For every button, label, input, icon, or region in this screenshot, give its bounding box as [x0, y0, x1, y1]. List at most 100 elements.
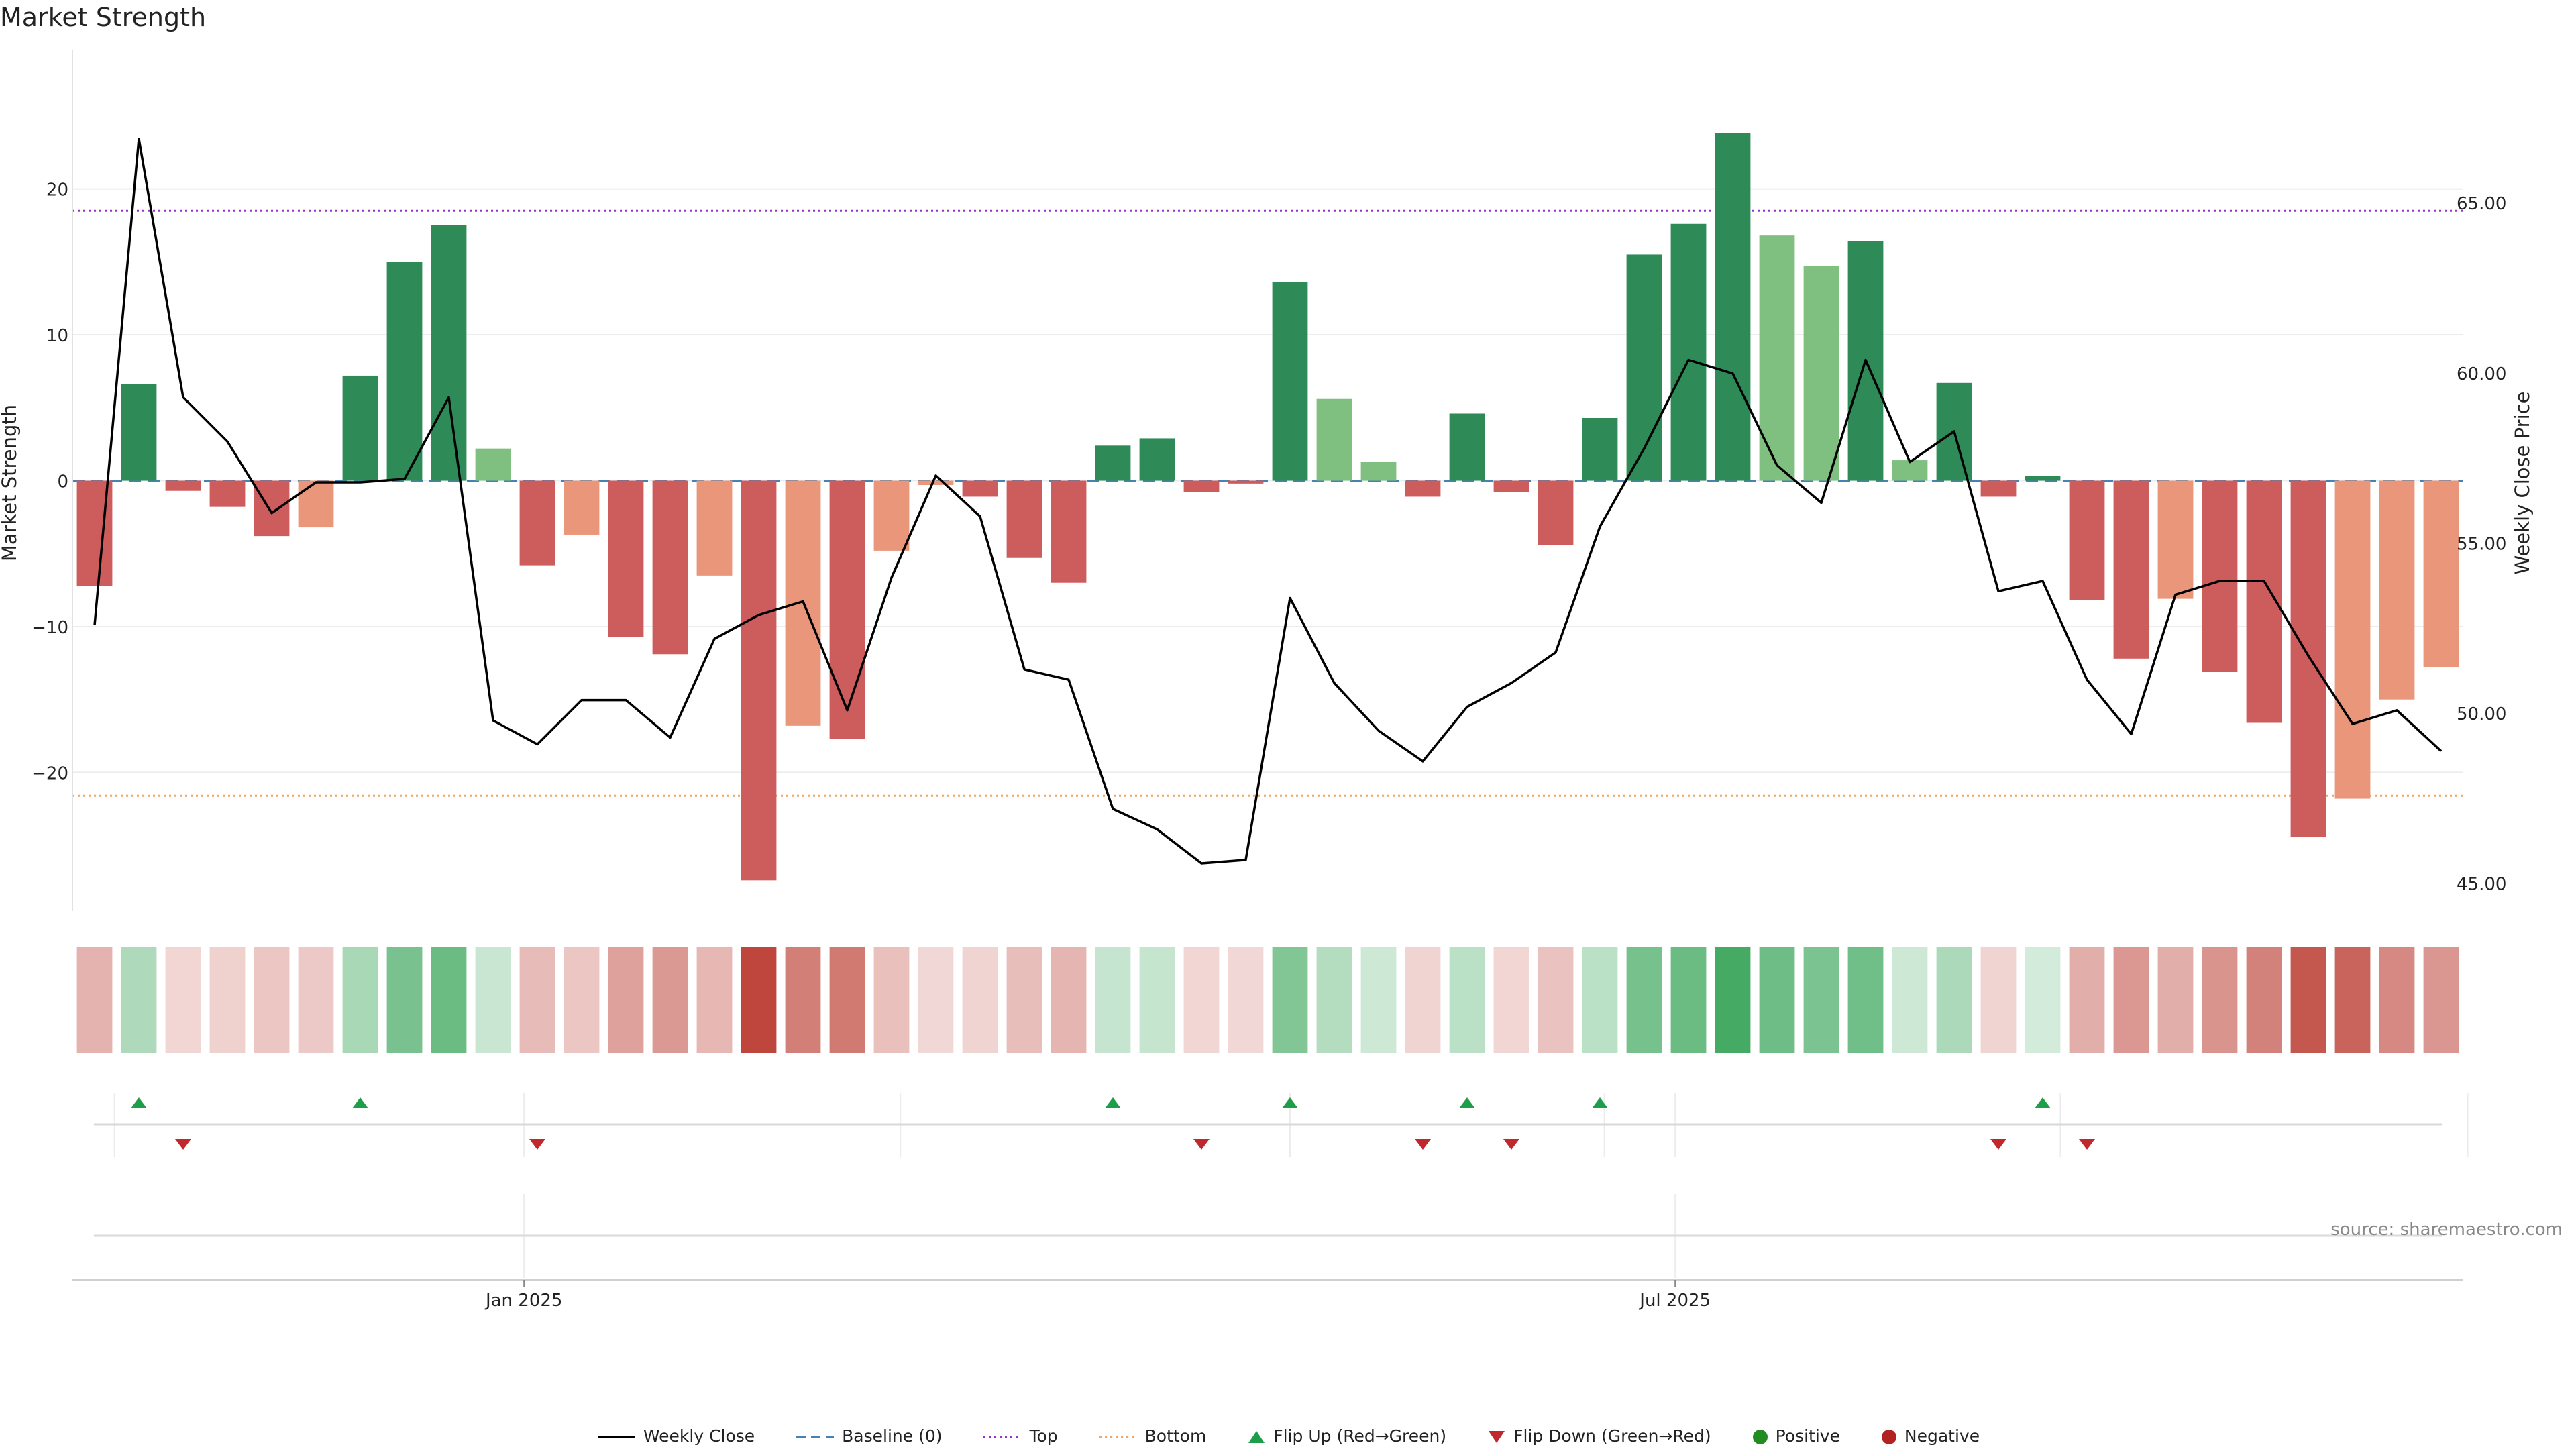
- strength-bar: [1892, 460, 1928, 481]
- strength-bar: [1715, 133, 1751, 481]
- heat-cell: [1980, 947, 2017, 1053]
- legend-label: Baseline (0): [842, 1426, 943, 1446]
- heat-cell: [1095, 947, 1131, 1053]
- heat-cell: [1360, 947, 1397, 1053]
- heat-cell: [1715, 947, 1751, 1053]
- flip-markers-panel: [94, 1093, 2469, 1157]
- heat-cell: [918, 947, 954, 1053]
- heat-cell: [564, 947, 600, 1053]
- heat-cell: [386, 947, 423, 1053]
- strength-bar: [564, 480, 600, 535]
- heat-cell: [1272, 947, 1308, 1053]
- strength-bar: [1405, 480, 1441, 497]
- heat-cell: [1316, 947, 1352, 1053]
- legend-label: Flip Down (Green→Red): [1513, 1426, 1711, 1446]
- strength-bar: [1582, 417, 1618, 481]
- legend-label: Positive: [1775, 1426, 1840, 1446]
- flip-down-marker: [1990, 1139, 2006, 1150]
- y-tick-label-right: 45.00: [2457, 874, 2506, 894]
- strength-bar: [475, 448, 511, 481]
- reference-lines: [72, 209, 2463, 797]
- heat-cell: [209, 947, 246, 1053]
- strength-bar: [1183, 480, 1220, 492]
- strength-bar: [1803, 266, 1839, 481]
- flip-up-marker: [2035, 1097, 2051, 1108]
- strength-bar: [1670, 223, 1707, 481]
- strength-bar: [1493, 480, 1529, 492]
- heat-cell: [1670, 947, 1707, 1053]
- strength-bar: [165, 480, 201, 491]
- heat-cell: [1626, 947, 1662, 1053]
- flip-up-marker: [131, 1097, 147, 1108]
- heat-cell: [962, 947, 998, 1053]
- empty-panel: [94, 1194, 2442, 1278]
- heat-cell: [1183, 947, 1220, 1053]
- heat-cell: [608, 947, 644, 1053]
- y-tick-label-right: 60.00: [2457, 364, 2506, 384]
- heat-cell: [2246, 947, 2282, 1053]
- legend-dash-icon: [796, 1436, 835, 1438]
- strength-bar: [962, 480, 998, 497]
- y-tick-label-right: 55.00: [2457, 534, 2506, 554]
- heat-cell: [298, 947, 334, 1053]
- triangle-down-icon: [1489, 1430, 1505, 1443]
- y-axis-label-right: Weekly Close Price: [2511, 392, 2534, 575]
- heat-cell: [475, 947, 511, 1053]
- strength-bar: [1006, 480, 1042, 558]
- axes: 20 10 0 −10 −20 65.00 60.00 55.00 50.00 45.00: [32, 50, 2506, 911]
- strength-bar: [2423, 480, 2459, 667]
- heat-cell: [1006, 947, 1042, 1053]
- strength-bar: [2290, 480, 2326, 837]
- legend: Weekly Close Baseline (0) Top Bottom Fli…: [0, 1425, 2576, 1446]
- heat-cell: [652, 947, 688, 1053]
- strength-bar: [1139, 438, 1175, 481]
- heat-cell: [1405, 947, 1441, 1053]
- strength-bar: [2157, 480, 2194, 599]
- flip-down-marker: [1503, 1139, 1519, 1150]
- legend-label: Negative: [1904, 1426, 1980, 1446]
- heat-cell: [76, 947, 113, 1053]
- legend-item-flip-up: Flip Up (Red→Green): [1246, 1426, 1446, 1446]
- flip-up-marker: [1592, 1097, 1608, 1108]
- strength-bar: [652, 480, 688, 655]
- legend-label: Top: [1029, 1426, 1058, 1446]
- heat-cell: [519, 947, 555, 1053]
- heat-cell: [2069, 947, 2105, 1053]
- heat-cell: [431, 947, 467, 1053]
- y-tick-label-left: 10: [46, 326, 68, 346]
- flip-down-marker: [529, 1139, 545, 1150]
- strength-bar: [2334, 480, 2371, 799]
- heat-cell: [2379, 947, 2415, 1053]
- legend-label: Weekly Close: [643, 1426, 755, 1446]
- heat-cell: [1582, 947, 1618, 1053]
- heat-cell: [121, 947, 157, 1053]
- strength-bar: [918, 480, 954, 486]
- strength-bar: [209, 480, 246, 507]
- strength-bar: [2069, 480, 2105, 600]
- y-axis-label-left: Market Strength: [0, 405, 21, 561]
- y-tick-label-left: 0: [57, 472, 68, 492]
- heat-cell: [785, 947, 821, 1053]
- strength-bar: [1980, 480, 2017, 497]
- flip-up-marker: [352, 1097, 368, 1108]
- heat-cell: [2334, 947, 2371, 1053]
- legend-label: Flip Up (Red→Green): [1273, 1426, 1447, 1446]
- strength-bar: [2202, 480, 2238, 672]
- heat-cell: [2423, 947, 2459, 1053]
- flip-down-marker: [175, 1139, 191, 1150]
- x-tick-label: Jan 2025: [484, 1291, 563, 1311]
- heat-cell: [1803, 947, 1839, 1053]
- y-tick-label-left: 20: [46, 180, 68, 201]
- strength-bar: [696, 480, 733, 576]
- heat-cell: [1139, 947, 1175, 1053]
- heat-cell: [1228, 947, 1264, 1053]
- triangle-up-icon: [1248, 1430, 1265, 1443]
- strength-bar: [1360, 462, 1397, 481]
- heat-cell: [2025, 947, 2061, 1053]
- weekly-close-series: [93, 138, 2443, 865]
- circle-red-icon: [1881, 1429, 1896, 1444]
- legend-item-positive: Positive: [1752, 1426, 1840, 1446]
- legend-line-icon: [597, 1436, 635, 1438]
- heat-cell: [2113, 947, 2149, 1053]
- strength-bar: [121, 384, 157, 481]
